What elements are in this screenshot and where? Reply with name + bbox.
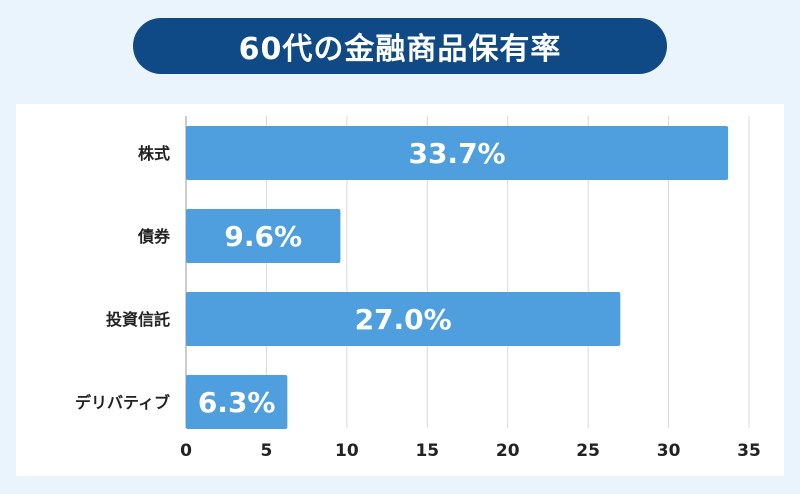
x-tick-labels: 0 5 10 15 20 25 30 35 <box>180 441 761 461</box>
data-label: 6.3% <box>198 386 276 419</box>
bars: 33.7% 9.6% 27.0% 6.3% <box>186 126 729 429</box>
bar <box>186 209 341 263</box>
x-tick-label: 30 <box>657 441 681 461</box>
data-label: 27.0% <box>355 303 452 336</box>
x-tick-label: 25 <box>576 441 600 461</box>
x-tick-label: 15 <box>415 441 439 461</box>
x-tick-label: 10 <box>335 441 359 461</box>
bar <box>186 375 288 429</box>
data-label: 9.6% <box>224 220 302 253</box>
category-label: デリバティブ <box>75 393 170 412</box>
chart-title: 60代の金融商品保有率 <box>133 18 667 74</box>
category-label: 株式 <box>138 144 170 163</box>
x-tick-label: 35 <box>737 441 761 461</box>
bar <box>186 292 621 346</box>
data-label: 33.7% <box>408 137 505 170</box>
category-label: 投資信託 <box>106 310 170 329</box>
bar <box>186 126 729 180</box>
x-tick-label: 0 <box>180 441 192 461</box>
x-tick-label: 5 <box>261 441 273 461</box>
category-label: 債券 <box>137 227 171 246</box>
x-tick-label: 20 <box>496 441 520 461</box>
